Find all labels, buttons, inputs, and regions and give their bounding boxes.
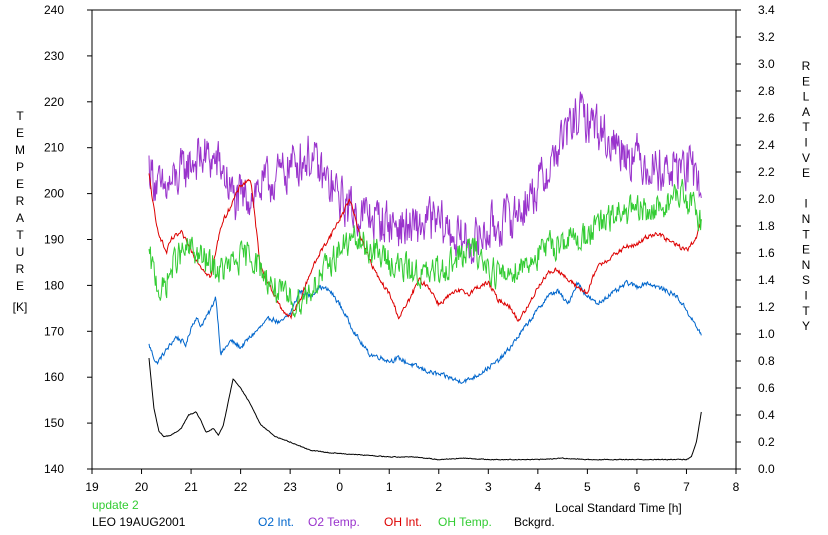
right-axis-letter: I xyxy=(804,197,807,211)
x-tick-label: 21 xyxy=(184,480,198,494)
right-y-tick-label: 1.8 xyxy=(758,219,775,233)
right-axis-letter: T xyxy=(802,227,810,241)
x-tick-label: 6 xyxy=(634,480,641,494)
x-tick-label: 8 xyxy=(733,480,740,494)
left-y-tick-label: 190 xyxy=(44,233,64,247)
right-axis-letter: I xyxy=(804,136,807,150)
right-axis-letter: V xyxy=(802,151,810,165)
left-axis-letter: E xyxy=(16,126,24,140)
right-y-tick-label: 1.4 xyxy=(758,273,775,287)
legend-item: O2 Temp. xyxy=(308,515,360,529)
left-axis-letter: E xyxy=(16,279,24,293)
x-tick-label: 20 xyxy=(135,480,149,494)
legend-item: O2 Int. xyxy=(258,515,294,529)
right-axis-letter: T xyxy=(802,304,810,318)
right-axis-letter: L xyxy=(803,90,810,104)
left-axis-letter: A xyxy=(16,211,24,225)
series-line-0 xyxy=(148,279,702,385)
series-line-1 xyxy=(148,91,702,264)
right-axis-letter: E xyxy=(802,74,810,88)
legend: O2 Int. O2 Temp. OH Int. OH Temp. Bckgrd. xyxy=(258,515,555,529)
right-y-tick-label: 1.6 xyxy=(758,246,775,260)
x-tick-label: 3 xyxy=(485,480,492,494)
right-y-tick-label: 3.0 xyxy=(758,57,775,71)
legend-item: OH Temp. xyxy=(438,515,492,529)
left-axis-unit: [K] xyxy=(13,300,28,314)
right-axis-letter: Y xyxy=(802,319,810,333)
left-y-tick-label: 200 xyxy=(44,187,64,201)
x-tick-label: 1 xyxy=(386,480,393,494)
left-y-ticks: 140 150 160 170 180 190 200 210 220 230 240 xyxy=(44,3,92,476)
left-y-tick-label: 150 xyxy=(44,416,64,430)
right-y-tick-label: 2.8 xyxy=(758,84,775,98)
left-y-tick-label: 230 xyxy=(44,49,64,63)
right-y-tick-label: 1.0 xyxy=(758,327,775,341)
left-axis-letter: T xyxy=(16,228,24,242)
x-tick-label: 22 xyxy=(234,480,248,494)
right-y-tick-label: 2.6 xyxy=(758,111,775,125)
left-y-tick-label: 240 xyxy=(44,3,64,17)
left-axis-letter: U xyxy=(16,245,25,259)
left-y-tick-label: 170 xyxy=(44,324,64,338)
x-tick-label: 23 xyxy=(283,480,297,494)
right-axis-letter: N xyxy=(802,258,811,272)
right-axis-letter: E xyxy=(802,243,810,257)
series-line-4 xyxy=(148,357,702,461)
right-y-tick-label: 2.0 xyxy=(758,192,775,206)
left-axis-letter: P xyxy=(16,160,24,174)
right-y-tick-label: 0.0 xyxy=(758,462,775,476)
right-y-tick-label: 0.8 xyxy=(758,354,775,368)
left-axis-letter: E xyxy=(16,177,24,191)
series-lines xyxy=(148,91,702,461)
x-tick-label: 2 xyxy=(435,480,442,494)
left-y-tick-label: 220 xyxy=(44,95,64,109)
right-axis-letter: S xyxy=(802,273,810,287)
right-y-tick-label: 3.4 xyxy=(758,3,775,17)
left-y-tick-label: 180 xyxy=(44,278,64,292)
right-y-tick-label: 0.6 xyxy=(758,381,775,395)
series-line-2 xyxy=(148,173,702,322)
right-axis-letter: T xyxy=(802,120,810,134)
x-tick-label: 5 xyxy=(584,480,591,494)
right-axis-letter: A xyxy=(802,105,810,119)
legend-item: Bckgrd. xyxy=(514,515,555,529)
status-text: update 2 xyxy=(92,498,139,512)
x-axis-label: Local Standard Time [h] xyxy=(555,501,682,515)
x-tick-label: 0 xyxy=(336,480,343,494)
right-y-tick-label: 0.4 xyxy=(758,408,775,422)
right-y-tick-label: 1.2 xyxy=(758,300,775,314)
x-tick-label: 4 xyxy=(535,480,542,494)
series-line-3 xyxy=(148,178,702,318)
right-y-tick-label: 0.2 xyxy=(758,435,775,449)
right-axis-letter: I xyxy=(804,289,807,303)
legend-item: OH Int. xyxy=(384,515,422,529)
left-axis-letter: T xyxy=(16,109,24,123)
left-y-tick-label: 140 xyxy=(44,462,64,476)
right-axis-letter: R xyxy=(802,59,811,73)
station-date: LEO 19AUG2001 xyxy=(92,515,186,529)
x-ticks: 19 20 21 22 23 0 1 2 3 4 5 6 7 8 xyxy=(85,469,740,494)
right-y-tick-label: 3.2 xyxy=(758,30,775,44)
left-axis-letter: M xyxy=(15,143,25,157)
left-axis-letter: R xyxy=(16,194,25,208)
left-axis-letter: R xyxy=(16,262,25,276)
right-y-tick-label: 2.2 xyxy=(758,165,775,179)
plot-frame xyxy=(91,9,737,470)
right-y-tick-label: 2.4 xyxy=(758,138,775,152)
left-y-tick-label: 160 xyxy=(44,370,64,384)
x-tick-label: 7 xyxy=(683,480,690,494)
right-y-ticks: 0.0 0.2 0.4 0.6 0.8 1.0 1.2 1.4 1.6 1.8 2.0 2.2 2.4 2… xyxy=(736,3,775,476)
left-y-tick-label: 210 xyxy=(44,141,64,155)
x-tick-label: 19 xyxy=(85,480,99,494)
right-axis-letter: N xyxy=(802,212,811,226)
right-axis-letter: E xyxy=(802,166,810,180)
